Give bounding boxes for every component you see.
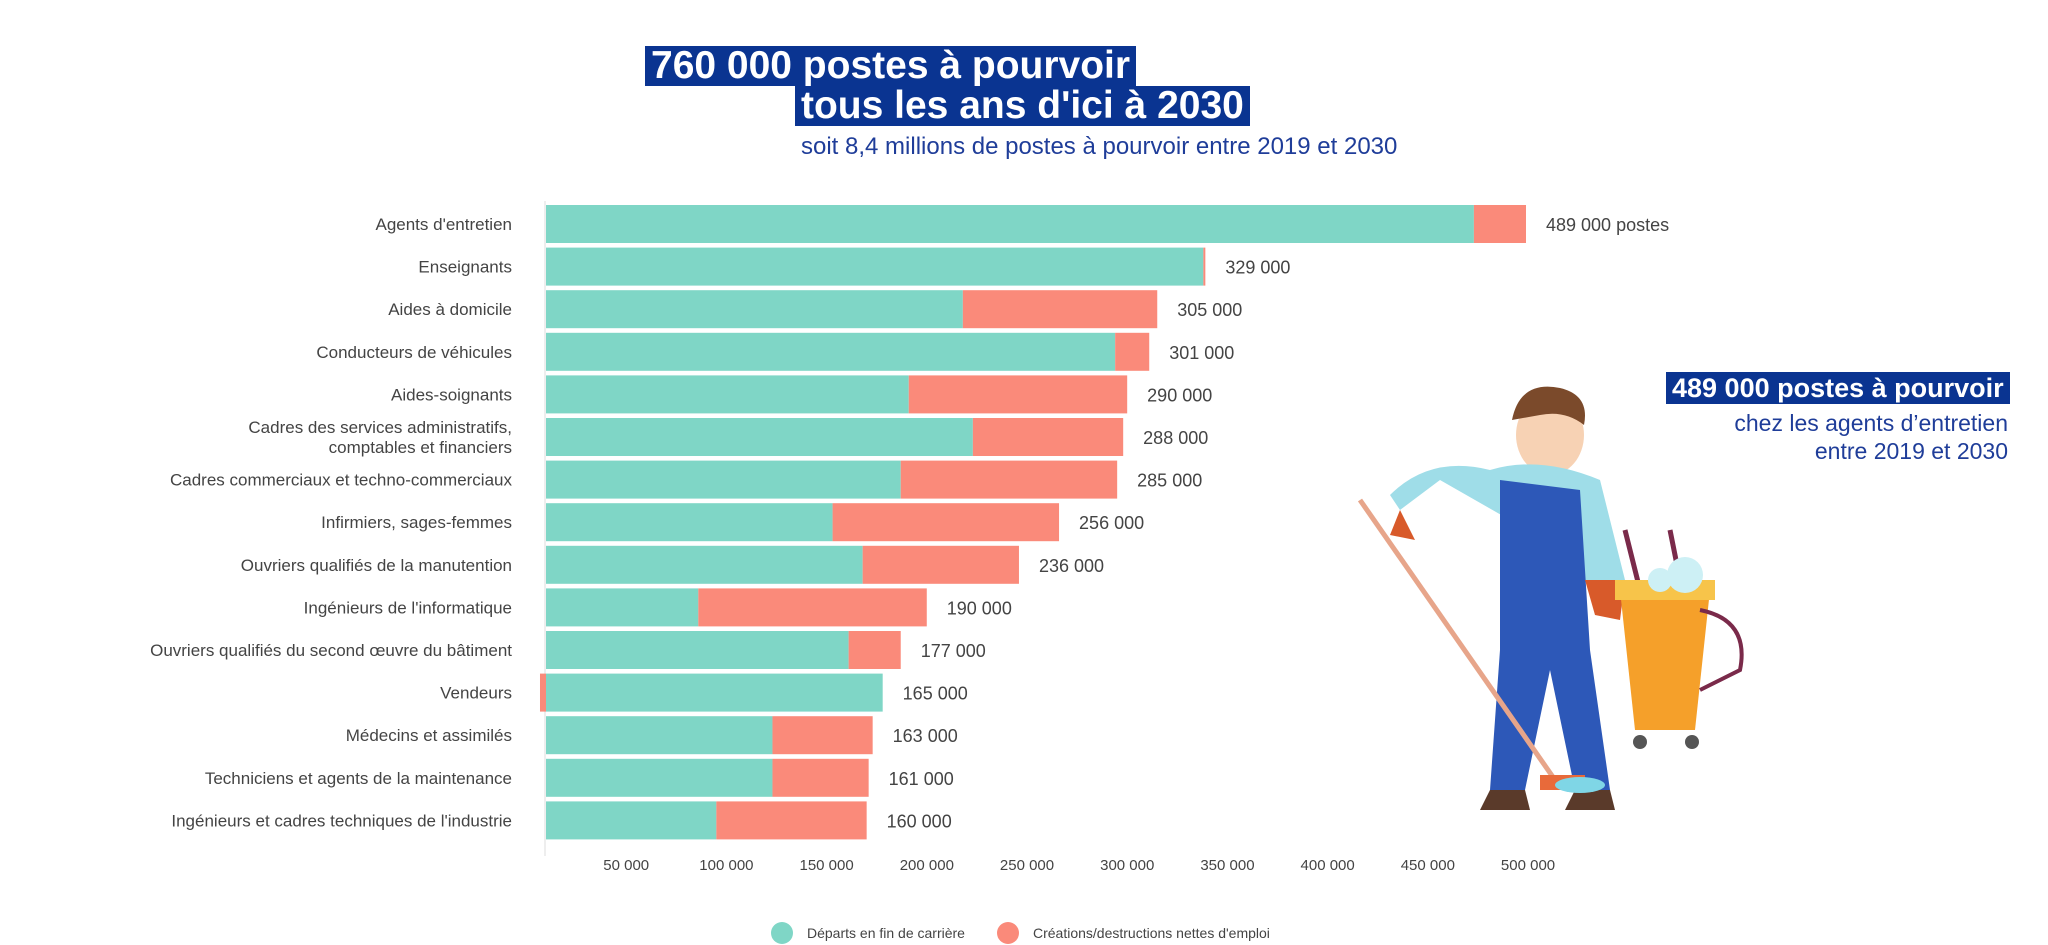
x-tick-label: 400 000 <box>1301 857 1355 874</box>
bar-creations <box>962 290 1158 329</box>
data-label: 489 000 postes <box>1546 215 1669 235</box>
bar-creations <box>1203 247 1206 286</box>
data-label: 236 000 <box>1039 556 1104 576</box>
bar-departs <box>546 545 863 584</box>
data-label: 329 000 <box>1225 258 1290 278</box>
legend-swatch-departs <box>771 922 793 944</box>
category-label: Ouvriers qualifiés du second œuvre du bâ… <box>150 641 512 660</box>
category-label: Enseignants <box>418 258 512 277</box>
x-tick-label: 250 000 <box>1000 857 1054 874</box>
bar-departs <box>546 332 1116 371</box>
category-label: Conducteurs de véhicules <box>316 343 512 362</box>
headline-line2: tous les ans d'ici à 2030 <box>795 86 1250 126</box>
bar-creations <box>1115 332 1150 371</box>
bar-departs <box>546 205 1474 243</box>
data-label: 161 000 <box>889 769 954 789</box>
bar-departs <box>546 460 901 499</box>
data-label: 288 000 <box>1143 428 1208 448</box>
data-label: 160 000 <box>887 811 952 831</box>
bar-creations <box>908 375 1128 414</box>
bar-departs <box>546 247 1204 286</box>
category-label: Médecins et assimilés <box>346 726 512 745</box>
x-tick-label: 150 000 <box>799 857 853 874</box>
bar-creations <box>772 758 869 797</box>
category-label: comptables et financiers <box>329 438 512 457</box>
x-tick-label: 50 000 <box>603 857 649 874</box>
category-label: Aides-soignants <box>391 385 512 404</box>
bar-creations <box>698 588 927 627</box>
category-label: Agents d'entretien <box>375 215 512 234</box>
category-label: Techniciens et agents de la maintenance <box>205 769 512 788</box>
legend-creations: Créations/destructions nettes d'emploi <box>997 922 1270 944</box>
headline-line1: 760 000 postes à pourvoir <box>645 46 1137 86</box>
x-tick-label: 500 000 <box>1501 857 1555 874</box>
legend-departs: Départs en fin de carrière <box>771 922 965 944</box>
bar-creations <box>1473 205 1526 243</box>
data-label: 190 000 <box>947 598 1012 618</box>
bar-creations <box>832 503 1060 542</box>
data-label: 165 000 <box>903 684 968 704</box>
category-label: Aides à domicile <box>388 300 512 319</box>
data-label: 256 000 <box>1079 513 1144 533</box>
bar-departs <box>546 673 883 712</box>
bar-creations <box>972 418 1124 456</box>
legend-swatch-creations <box>997 922 1019 944</box>
x-tick-label: 100 000 <box>699 857 753 874</box>
category-label: Cadres des services administratifs, <box>248 418 512 437</box>
bar-departs <box>546 503 833 542</box>
bar-creations <box>772 716 873 755</box>
callout-line2: entre 2019 et 2030 <box>1814 438 2008 464</box>
category-label: Ingénieurs de l'informatique <box>304 598 512 617</box>
bar-creations <box>900 460 1118 499</box>
category-label: Infirmiers, sages-femmes <box>321 513 512 532</box>
janitor-illustration <box>1357 386 1744 810</box>
data-label: 301 000 <box>1169 343 1234 363</box>
legend-label-creations: Créations/destructions nettes d'emploi <box>1033 925 1270 941</box>
category-label: Vendeurs <box>440 684 512 703</box>
x-tick-label: 450 000 <box>1401 857 1455 874</box>
x-tick-label: 200 000 <box>900 857 954 874</box>
headline-subtitle: soit 8,4 millions de postes à pourvoir e… <box>801 133 1398 160</box>
bar-departs <box>546 375 909 414</box>
callout-title: 489 000 postes à pourvoir <box>1666 372 2010 404</box>
callout-line1: chez les agents d’entretien <box>1734 410 2008 436</box>
bar-departs <box>546 801 717 840</box>
bar-departs <box>546 290 963 329</box>
data-label: 285 000 <box>1137 471 1202 491</box>
bar-creations <box>862 545 1019 584</box>
data-label: 305 000 <box>1177 300 1242 320</box>
category-label: Cadres commerciaux et techno-commerciaux <box>170 471 513 490</box>
bar-departs <box>546 418 973 456</box>
bar-departs <box>546 758 773 797</box>
data-label: 163 000 <box>893 726 958 746</box>
bar-creations <box>848 631 901 669</box>
data-label: 290 000 <box>1147 385 1212 405</box>
category-label: Ouvriers qualifiés de la manutention <box>241 556 512 575</box>
bar-creations <box>539 673 546 712</box>
bar-departs <box>546 716 773 755</box>
bar-creations <box>716 801 867 840</box>
bar-departs <box>546 631 849 669</box>
x-tick-label: 300 000 <box>1100 857 1154 874</box>
legend-label-departs: Départs en fin de carrière <box>807 925 965 941</box>
bar-departs <box>546 588 699 627</box>
x-tick-label: 350 000 <box>1200 857 1254 874</box>
data-label: 177 000 <box>921 641 986 661</box>
category-label: Ingénieurs et cadres techniques de l'ind… <box>171 811 512 830</box>
